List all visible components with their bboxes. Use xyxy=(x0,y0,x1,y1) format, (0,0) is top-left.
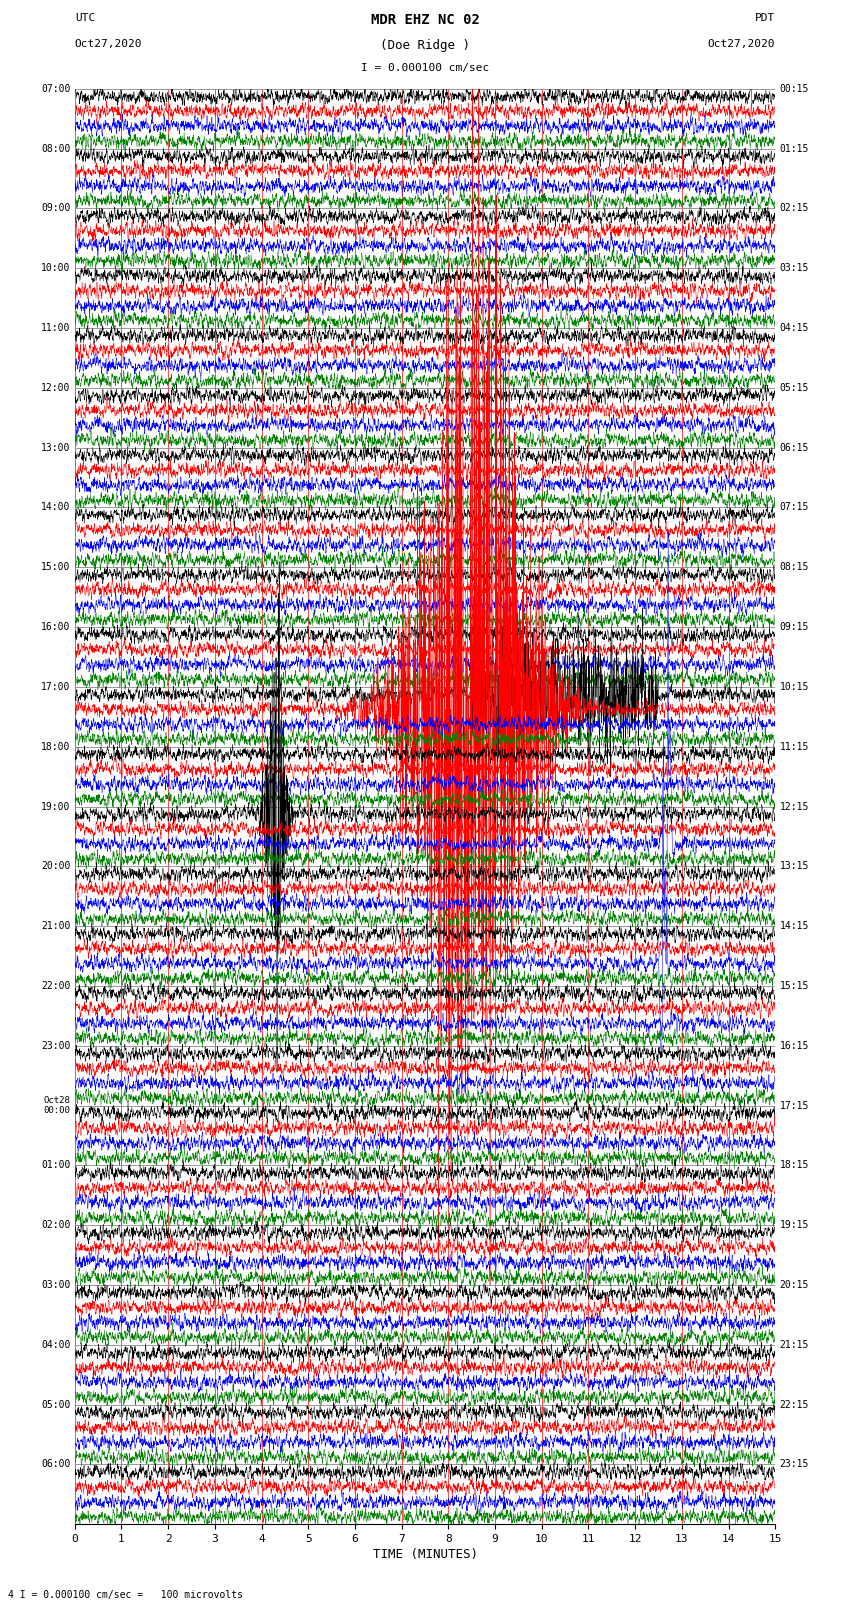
Text: Oct28
00:00: Oct28 00:00 xyxy=(43,1095,71,1115)
Text: 20:00: 20:00 xyxy=(41,861,71,871)
Text: 08:15: 08:15 xyxy=(779,563,809,573)
Text: PDT: PDT xyxy=(755,13,775,23)
Text: 02:15: 02:15 xyxy=(779,203,809,213)
Text: 10:15: 10:15 xyxy=(779,682,809,692)
Text: 20:15: 20:15 xyxy=(779,1281,809,1290)
Text: 12:15: 12:15 xyxy=(779,802,809,811)
Text: 13:00: 13:00 xyxy=(41,442,71,453)
X-axis label: TIME (MINUTES): TIME (MINUTES) xyxy=(372,1548,478,1561)
Text: 21:15: 21:15 xyxy=(779,1340,809,1350)
Text: 07:00: 07:00 xyxy=(41,84,71,94)
Text: 19:00: 19:00 xyxy=(41,802,71,811)
Text: 11:00: 11:00 xyxy=(41,323,71,332)
Text: 18:15: 18:15 xyxy=(779,1160,809,1171)
Text: 01:15: 01:15 xyxy=(779,144,809,153)
Text: 16:00: 16:00 xyxy=(41,623,71,632)
Text: 10:00: 10:00 xyxy=(41,263,71,273)
Text: 06:00: 06:00 xyxy=(41,1460,71,1469)
Text: 09:15: 09:15 xyxy=(779,623,809,632)
Text: (Doe Ridge ): (Doe Ridge ) xyxy=(380,39,470,52)
Text: 17:00: 17:00 xyxy=(41,682,71,692)
Text: Oct27,2020: Oct27,2020 xyxy=(708,39,775,48)
Text: 00:15: 00:15 xyxy=(779,84,809,94)
Text: 15:00: 15:00 xyxy=(41,563,71,573)
Text: 08:00: 08:00 xyxy=(41,144,71,153)
Text: 17:15: 17:15 xyxy=(779,1100,809,1111)
Text: I = 0.000100 cm/sec: I = 0.000100 cm/sec xyxy=(361,63,489,73)
Text: 04:15: 04:15 xyxy=(779,323,809,332)
Text: Oct27,2020: Oct27,2020 xyxy=(75,39,142,48)
Text: 18:00: 18:00 xyxy=(41,742,71,752)
Text: 14:00: 14:00 xyxy=(41,502,71,513)
Text: 09:00: 09:00 xyxy=(41,203,71,213)
Text: 12:00: 12:00 xyxy=(41,382,71,394)
Text: 07:15: 07:15 xyxy=(779,502,809,513)
Text: 05:15: 05:15 xyxy=(779,382,809,394)
Text: 01:00: 01:00 xyxy=(41,1160,71,1171)
Text: 13:15: 13:15 xyxy=(779,861,809,871)
Text: 4 I = 0.000100 cm/sec =   100 microvolts: 4 I = 0.000100 cm/sec = 100 microvolts xyxy=(8,1590,243,1600)
Text: 06:15: 06:15 xyxy=(779,442,809,453)
Text: 04:00: 04:00 xyxy=(41,1340,71,1350)
Text: 05:00: 05:00 xyxy=(41,1400,71,1410)
Text: 03:00: 03:00 xyxy=(41,1281,71,1290)
Text: 02:00: 02:00 xyxy=(41,1219,71,1231)
Text: 03:15: 03:15 xyxy=(779,263,809,273)
Text: 22:00: 22:00 xyxy=(41,981,71,990)
Text: MDR EHZ NC 02: MDR EHZ NC 02 xyxy=(371,13,479,27)
Text: 11:15: 11:15 xyxy=(779,742,809,752)
Text: 21:00: 21:00 xyxy=(41,921,71,931)
Text: 23:15: 23:15 xyxy=(779,1460,809,1469)
Text: 15:15: 15:15 xyxy=(779,981,809,990)
Text: 14:15: 14:15 xyxy=(779,921,809,931)
Text: 23:00: 23:00 xyxy=(41,1040,71,1050)
Text: UTC: UTC xyxy=(75,13,95,23)
Text: 16:15: 16:15 xyxy=(779,1040,809,1050)
Text: 19:15: 19:15 xyxy=(779,1219,809,1231)
Text: 22:15: 22:15 xyxy=(779,1400,809,1410)
